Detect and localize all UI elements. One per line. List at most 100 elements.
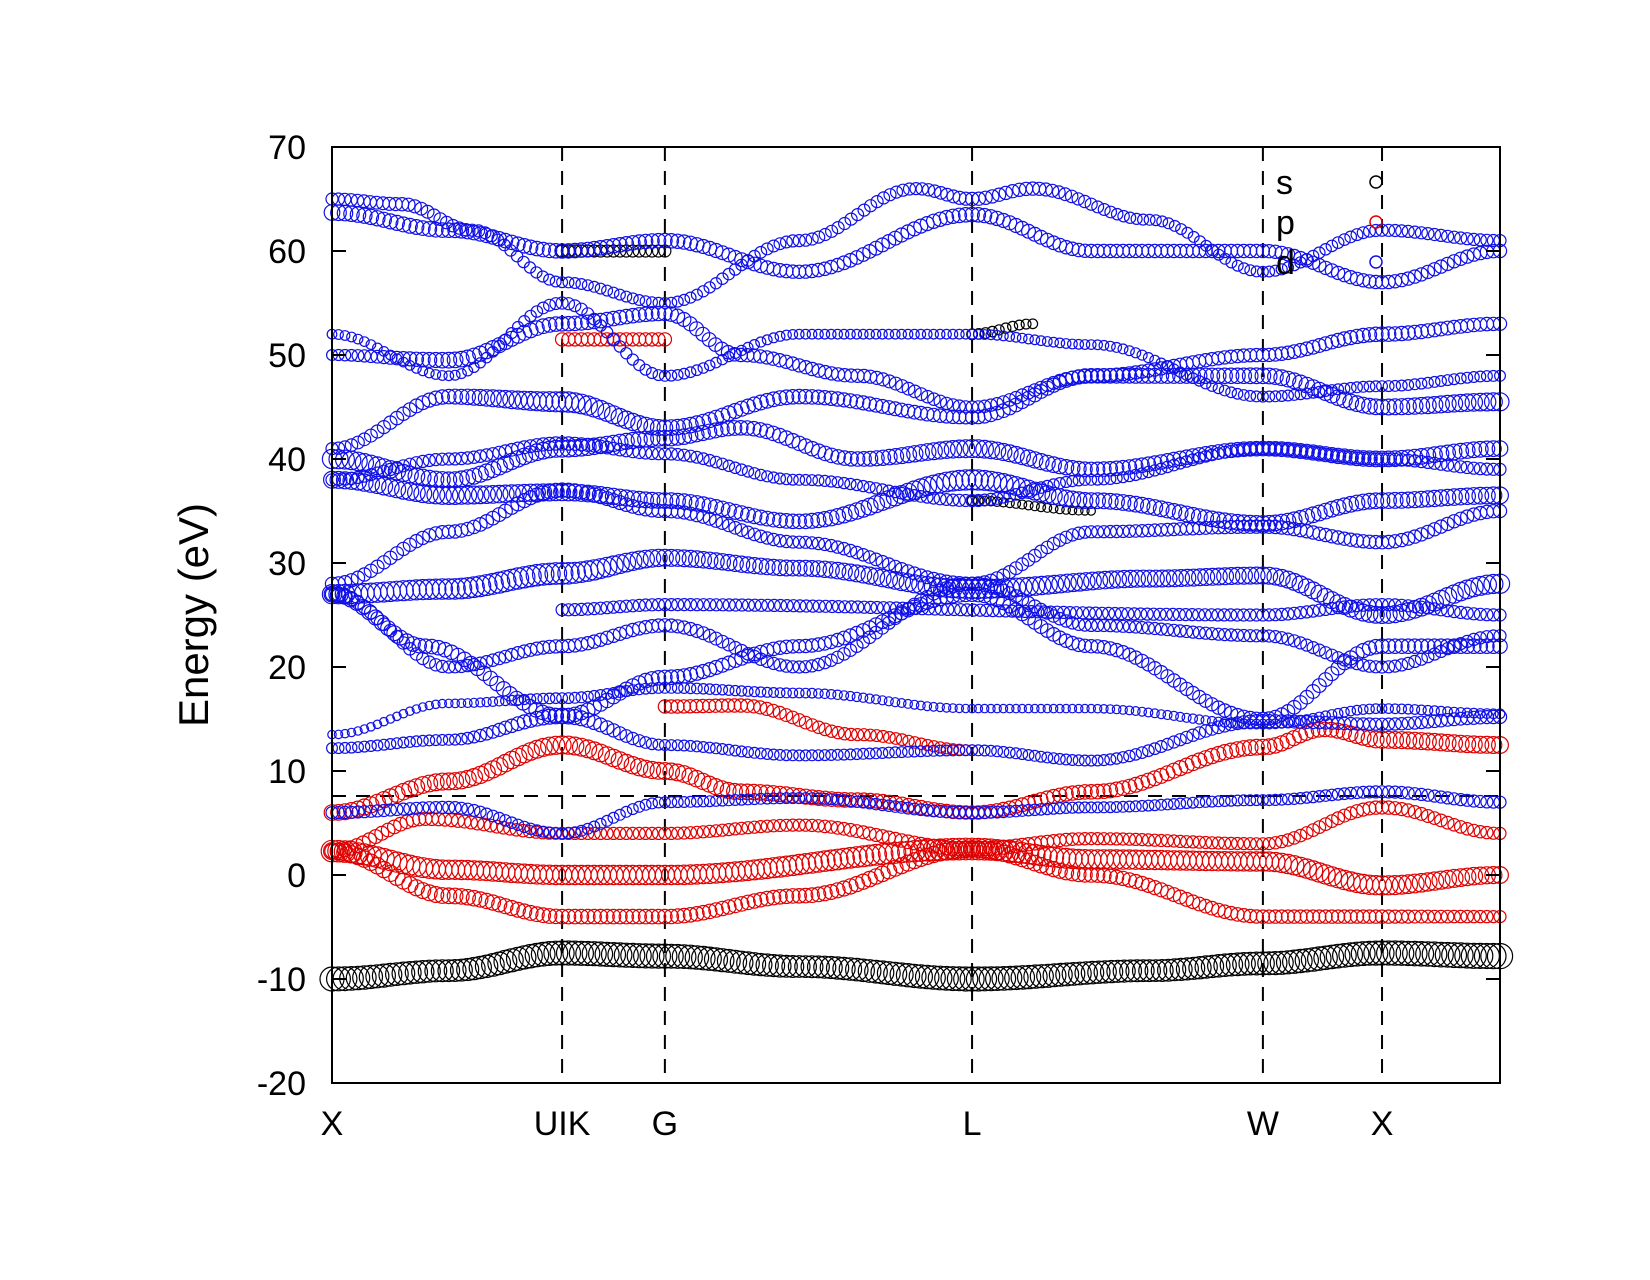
band-point: [1123, 211, 1137, 224]
band-point: [1421, 376, 1434, 389]
band-point: [1281, 632, 1295, 646]
band-point: [1257, 951, 1282, 976]
band-point: [895, 486, 908, 500]
y-tick-label: 30: [268, 545, 306, 583]
band-point: [613, 942, 639, 968]
band-point: [1021, 385, 1036, 400]
band-point: [435, 452, 449, 466]
band-point: [707, 422, 724, 439]
band-point: [785, 710, 800, 725]
band-point: [773, 748, 786, 761]
band-point: [780, 792, 793, 805]
band-point: [742, 341, 754, 353]
band-point: [1022, 748, 1035, 761]
band-point: [449, 958, 473, 982]
band-point: [791, 887, 807, 904]
band-point: [1324, 814, 1339, 828]
band-point: [543, 940, 569, 966]
band-point: [844, 600, 859, 614]
band-point: [594, 319, 607, 332]
band-point: [1142, 799, 1155, 812]
band-point: [1039, 859, 1056, 876]
band-point: [857, 328, 869, 340]
band-point: [333, 840, 357, 863]
band-point: [843, 628, 858, 644]
band-point: [1053, 477, 1067, 490]
band-point: [1479, 638, 1495, 654]
band-point: [924, 442, 943, 461]
band-point: [567, 908, 583, 925]
band-point: [1483, 573, 1504, 595]
band-point: [351, 805, 365, 819]
band-point: [716, 948, 741, 973]
band-point: [467, 450, 481, 464]
band-point: [1331, 787, 1345, 801]
band-point: [1337, 233, 1351, 247]
band-point: [870, 960, 895, 985]
band-point: [1330, 332, 1346, 348]
band-point: [850, 727, 865, 742]
band-point: [1205, 627, 1219, 641]
band-point: [1004, 703, 1015, 714]
band-point: [952, 399, 967, 413]
band-point: [390, 802, 404, 817]
band-point: [398, 708, 409, 719]
band-point: [1420, 524, 1436, 540]
band-point: [875, 554, 890, 569]
band-point: [836, 392, 852, 408]
band-point: [618, 308, 635, 325]
band-point: [492, 811, 506, 825]
band-point: [522, 322, 539, 339]
band-point: [516, 714, 532, 730]
band-point: [1434, 790, 1448, 804]
band-point: [1355, 327, 1371, 344]
band-point: [1222, 742, 1240, 760]
band-point: [1238, 718, 1250, 729]
band-point: [1199, 450, 1213, 463]
band-point: [1109, 619, 1124, 633]
band-point: [1325, 239, 1339, 253]
band-point: [1387, 638, 1403, 654]
band-point: [649, 419, 668, 437]
band-point: [1203, 367, 1221, 384]
band-point: [650, 669, 667, 686]
band-point: [1374, 638, 1390, 654]
band-point: [486, 725, 500, 739]
band-point: [703, 453, 717, 467]
band-point: [888, 485, 902, 499]
band-point: [1395, 379, 1408, 392]
band-point: [1301, 714, 1313, 725]
band-point: [1446, 254, 1462, 269]
band-point: [357, 432, 372, 447]
band-point: [657, 908, 673, 925]
band-point: [491, 233, 505, 247]
band-point: [1395, 224, 1409, 238]
band-point: [1187, 713, 1199, 724]
band-point: [993, 473, 1014, 494]
band-point: [1120, 494, 1138, 512]
band-point: [1045, 860, 1062, 878]
band-point: [748, 793, 761, 806]
band-point: [411, 960, 435, 984]
band-point: [1263, 390, 1276, 403]
band-point: [972, 495, 984, 507]
band-point: [1441, 374, 1454, 387]
band-point: [1142, 465, 1155, 479]
band-point: [1288, 388, 1301, 401]
band-point: [362, 208, 380, 226]
band-point: [1444, 394, 1464, 413]
band-point: [1078, 618, 1092, 632]
band-point: [837, 727, 852, 741]
band-point: [1064, 865, 1081, 882]
band-point: [890, 697, 901, 708]
band-point: [1463, 577, 1484, 598]
band-point: [780, 749, 793, 762]
band-point: [1313, 246, 1326, 259]
band-point: [1192, 451, 1206, 465]
band-point: [643, 418, 661, 436]
band-point: [335, 471, 355, 490]
band-point: [1009, 390, 1023, 405]
band-point: [710, 948, 735, 973]
band-point: [1473, 794, 1487, 809]
band-point: [876, 746, 889, 759]
